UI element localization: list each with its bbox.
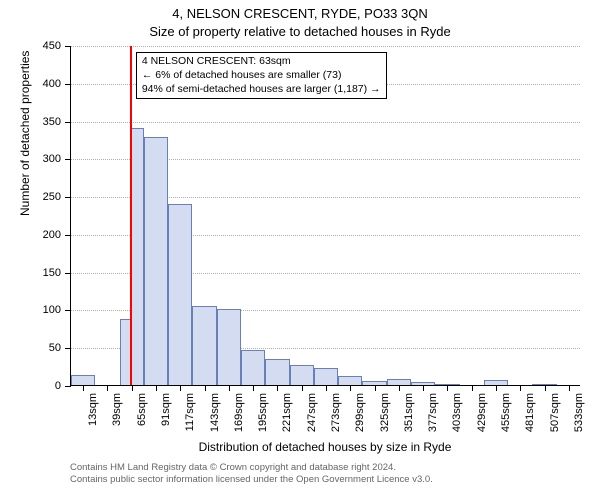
annotation-line-smaller: ← 6% of detached houses are smaller (73) [142,68,381,82]
x-tick [423,385,424,391]
property-size-histogram: 4, NELSON CRESCENT, RYDE, PO33 3QN Size … [0,0,600,500]
x-tick-label: 533sqm [573,393,585,432]
histogram-bar [144,137,168,385]
x-tick [545,385,546,391]
gridline [71,122,580,123]
x-tick [253,385,254,391]
histogram-bar [192,306,216,385]
y-tick-label: 300 [43,153,71,165]
y-tick-label: 150 [43,267,71,279]
x-tick [326,385,327,391]
y-tick-label: 0 [55,380,71,392]
x-tick-label: 91sqm [160,393,172,426]
y-axis-label: Number of detached properties [18,51,32,216]
x-tick [180,385,181,391]
histogram-bar [290,365,314,385]
chart-subtitle: Size of property relative to detached ho… [0,24,600,39]
x-tick-label: 195sqm [257,393,269,432]
y-tick-label: 50 [49,342,71,354]
x-tick [229,385,230,391]
x-tick [520,385,521,391]
x-axis-label: Distribution of detached houses by size … [70,440,580,454]
gridline [71,46,580,47]
histogram-bar [314,368,338,385]
x-tick [447,385,448,391]
histogram-bar [265,359,289,385]
histogram-bar [168,204,192,385]
attribution-footer: Contains HM Land Registry data © Crown c… [70,462,590,487]
y-tick-label: 450 [43,40,71,52]
x-tick-label: 377sqm [427,393,439,432]
y-tick-label: 250 [43,191,71,203]
x-tick-label: 455sqm [500,393,512,432]
x-tick-label: 273sqm [330,393,342,432]
x-tick-label: 507sqm [549,393,561,432]
footer-line2: Contains public sector information licen… [70,474,590,486]
x-tick-label: 65sqm [136,393,148,426]
footer-line1: Contains HM Land Registry data © Crown c… [70,462,590,474]
x-tick [302,385,303,391]
y-tick-label: 350 [43,116,71,128]
x-tick [496,385,497,391]
histogram-bar [131,128,144,385]
x-tick-label: 169sqm [233,393,245,432]
x-tick-label: 221sqm [281,393,293,432]
x-tick [375,385,376,391]
x-tick-label: 351sqm [403,393,415,432]
x-tick [83,385,84,391]
y-tick-label: 100 [43,304,71,316]
x-tick [132,385,133,391]
histogram-bar [241,350,265,385]
y-tick-label: 400 [43,78,71,90]
x-tick-label: 299sqm [354,393,366,432]
plot-area: 05010015020025030035040045013sqm39sqm65s… [70,46,580,386]
marker-annotation-box: 4 NELSON CRESCENT: 63sqm ← 6% of detache… [136,52,387,99]
x-tick [569,385,570,391]
property-marker-line [130,46,132,385]
chart-title-address: 4, NELSON CRESCENT, RYDE, PO33 3QN [0,6,600,21]
x-tick-label: 117sqm [184,393,196,431]
x-tick [472,385,473,391]
x-tick-label: 13sqm [87,393,99,426]
histogram-bar [338,376,362,385]
x-tick [156,385,157,391]
x-tick [205,385,206,391]
x-tick [399,385,400,391]
histogram-bar [217,309,241,385]
x-tick-label: 143sqm [209,393,221,432]
x-tick-label: 403sqm [451,393,463,432]
histogram-bar [71,375,95,385]
x-tick-label: 325sqm [379,393,391,432]
x-tick-label: 481sqm [524,393,536,432]
x-tick-label: 39sqm [111,393,123,426]
x-tick-label: 429sqm [476,393,488,432]
x-tick-label: 247sqm [306,393,318,432]
x-tick [277,385,278,391]
annotation-line-larger: 94% of semi-detached houses are larger (… [142,82,381,96]
y-tick-label: 200 [43,229,71,241]
x-tick [350,385,351,391]
annotation-line-address: 4 NELSON CRESCENT: 63sqm [142,54,381,68]
x-tick [107,385,108,391]
